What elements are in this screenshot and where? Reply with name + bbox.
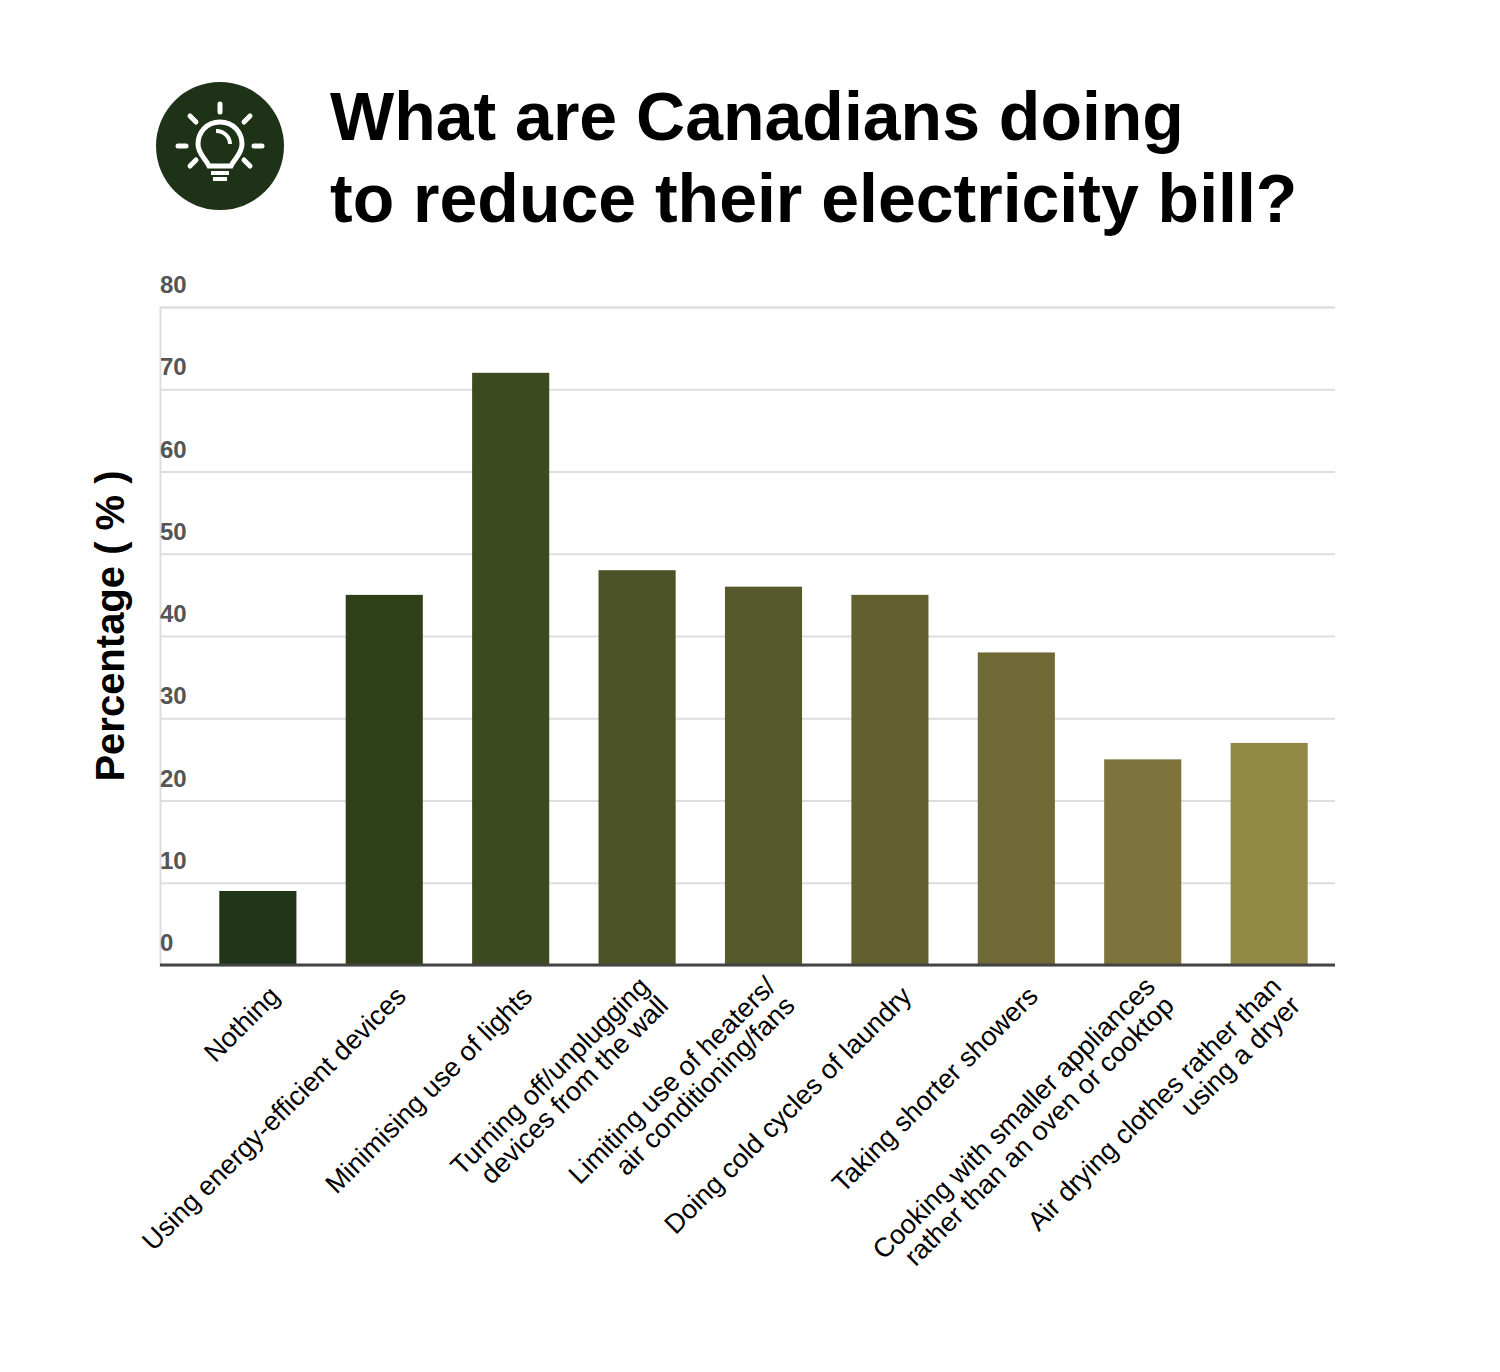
x-tick: Limiting use of heaters/air conditioning…	[563, 965, 801, 1209]
y-tick: 50	[160, 518, 1335, 554]
grid-line	[160, 307, 1335, 309]
y-tick-label: 10	[160, 847, 187, 874]
title: What are Canadians doingto reduce their …	[330, 78, 1297, 236]
bar	[346, 595, 423, 965]
bar	[219, 891, 296, 965]
y-tick: 70	[160, 353, 1335, 389]
x-tick-label: Limiting use of heaters/air conditioning…	[563, 971, 801, 1209]
y-tick-label: 80	[160, 271, 187, 298]
icon-ray	[218, 104, 223, 112]
icon-ray	[244, 160, 250, 166]
y-tick-label: 30	[160, 682, 187, 709]
y-tick-label: 50	[160, 518, 187, 545]
bulb-icon	[156, 82, 284, 210]
bar	[1231, 743, 1308, 965]
grid-line	[160, 471, 1335, 473]
chart: What are Canadians doingto reduce their …	[0, 0, 1500, 1372]
y-axis-title: Percentage ( % )	[88, 470, 132, 781]
y-tick-label: 0	[160, 929, 173, 956]
bar	[599, 570, 676, 965]
bar	[472, 373, 549, 965]
icon-ray	[254, 144, 262, 149]
x-tick: Air drying clothes rather thanusing a dr…	[1022, 965, 1306, 1256]
x-axis: NothingUsing energy-efficient devicesMin…	[136, 965, 1306, 1284]
icon-ray	[190, 160, 196, 166]
x-tick-label: Doing cold cycles of laundry	[658, 980, 917, 1239]
x-baseline	[160, 964, 1335, 967]
y-axis-line	[161, 308, 1336, 966]
icon-shine	[216, 131, 230, 144]
y-tick: 80	[160, 271, 1335, 307]
icon-ray	[178, 144, 186, 149]
x-tick-label: Nothing	[198, 981, 285, 1068]
y-tick-label: 70	[160, 353, 187, 380]
icon-bulb	[198, 122, 242, 166]
x-tick-label: Using energy-efficient devices	[136, 981, 412, 1257]
icon-base	[211, 173, 229, 179]
grid-line	[160, 965, 1335, 967]
grid-line	[160, 389, 1335, 391]
y-tick-label: 40	[160, 600, 187, 627]
bar	[978, 652, 1055, 965]
grid-line	[160, 553, 1335, 555]
bar	[851, 595, 928, 965]
y-tick-label: 60	[160, 436, 187, 463]
x-tick-label: Air drying clothes rather thanusing a dr…	[1022, 971, 1306, 1255]
bar	[725, 587, 802, 965]
y-axis: 0 10 20 30 40 50 60 70 80	[160, 271, 1335, 965]
x-tick: Nothing	[198, 965, 285, 1068]
x-tick: Using energy-efficient devices	[136, 965, 412, 1256]
icon-ray	[190, 116, 196, 122]
icon-circle	[156, 82, 284, 210]
icon-ray	[244, 116, 250, 122]
y-tick: 60	[160, 436, 1335, 472]
y-tick-label: 20	[160, 765, 187, 792]
bars	[219, 373, 1307, 965]
bar	[1104, 759, 1181, 965]
x-tick: Doing cold cycles of laundry	[658, 965, 917, 1240]
